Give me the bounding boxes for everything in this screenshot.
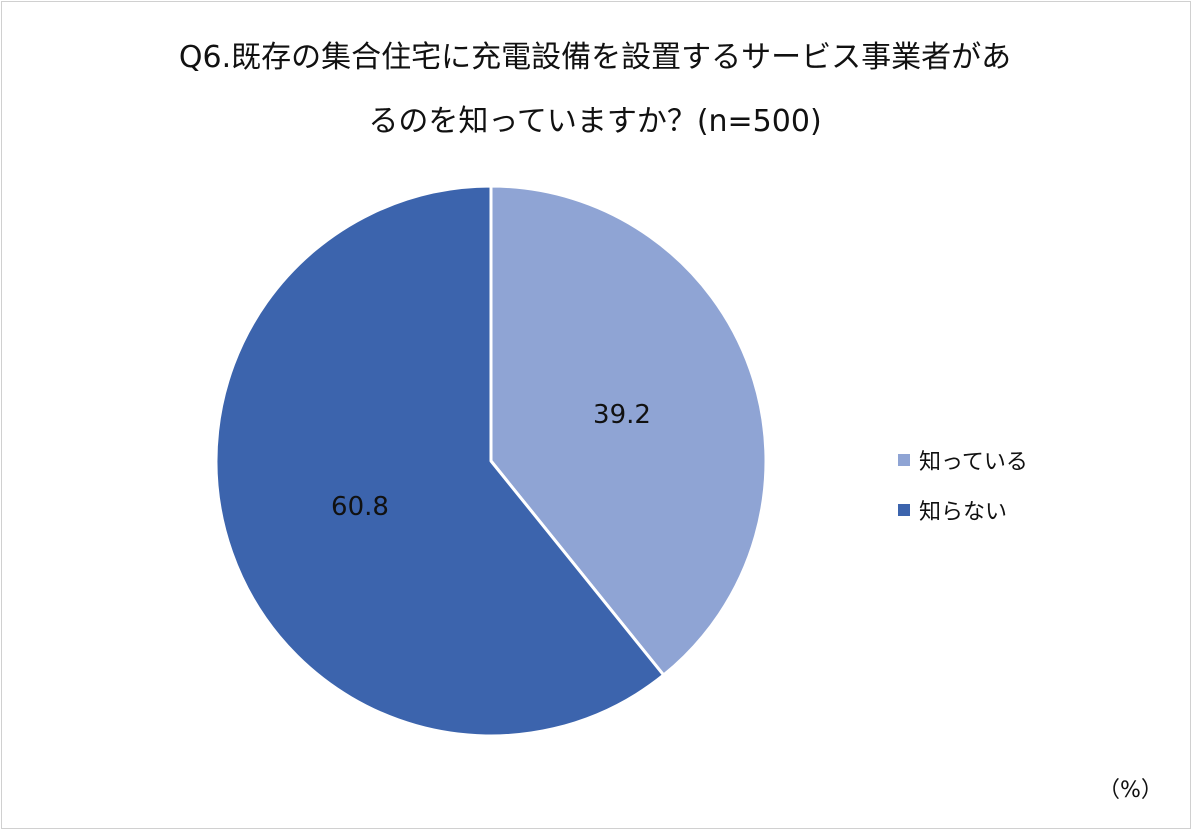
pie-slice-known — [489, 184, 768, 677]
data-label-unknown: 60.8 — [331, 492, 389, 522]
legend-item-unknown: 知らない — [898, 495, 1007, 525]
legend-label-known: 知っている — [919, 450, 1028, 475]
chart-title-line-2: るのを知っていますか？(n=500) — [368, 104, 822, 139]
legend-swatch-unknown — [898, 504, 910, 516]
legend-item-known: 知っている — [898, 445, 1028, 475]
legend-label-unknown: 知らない — [919, 500, 1008, 525]
chart-title-line-1: Q6.既存の集合住宅に充電設備を設置するサービス事業者があ — [178, 40, 1012, 75]
legend-swatch-known — [898, 454, 910, 466]
pie-slice-unknown — [214, 184, 666, 738]
unit-label: （%） — [1098, 778, 1163, 803]
data-label-known: 39.2 — [593, 400, 651, 430]
